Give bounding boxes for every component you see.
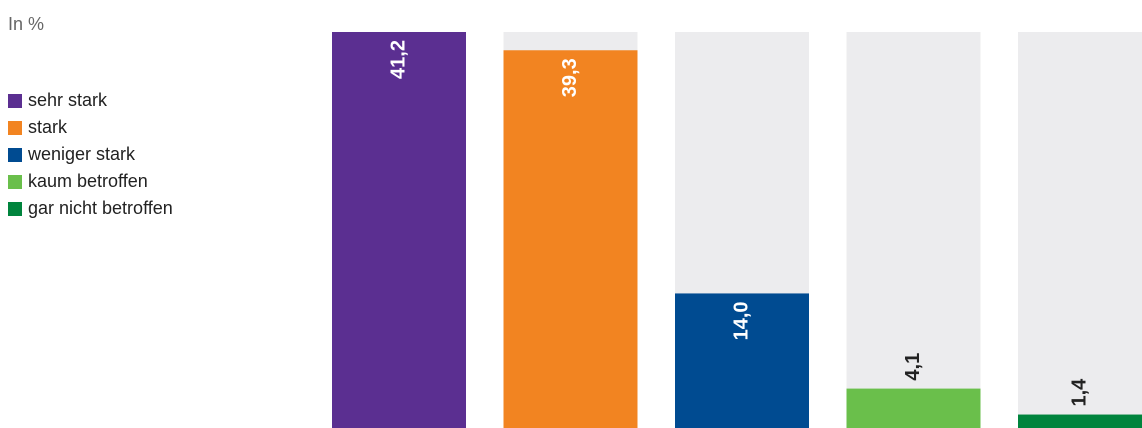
bar bbox=[675, 293, 809, 428]
bar bbox=[503, 50, 638, 428]
value-label: 14,0 bbox=[730, 301, 752, 340]
value-label: 1,4 bbox=[1068, 378, 1090, 407]
value-label: 41,2 bbox=[387, 40, 409, 79]
legend-label: stark bbox=[28, 117, 68, 137]
legend-swatch bbox=[8, 175, 22, 189]
bar bbox=[1018, 414, 1142, 428]
bar bbox=[332, 32, 466, 428]
value-label: 39,3 bbox=[559, 58, 581, 97]
legend-label: kaum betroffen bbox=[28, 171, 148, 191]
bar-background bbox=[846, 32, 981, 428]
legend-label: weniger stark bbox=[27, 144, 136, 164]
legend-swatch bbox=[8, 121, 22, 135]
legend-swatch bbox=[8, 94, 22, 108]
legend-swatch bbox=[8, 202, 22, 216]
value-label: 4,1 bbox=[902, 353, 924, 381]
legend-label: sehr stark bbox=[28, 90, 108, 110]
legend-swatch bbox=[8, 148, 22, 162]
bar bbox=[846, 388, 981, 428]
subtitle: In % bbox=[8, 14, 44, 34]
bar-background bbox=[1018, 32, 1142, 428]
legend-label: gar nicht betroffen bbox=[28, 198, 173, 218]
